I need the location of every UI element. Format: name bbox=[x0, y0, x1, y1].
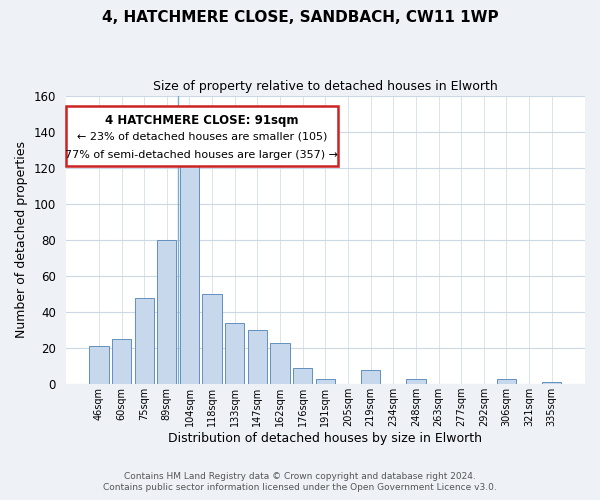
Text: 77% of semi-detached houses are larger (357) →: 77% of semi-detached houses are larger (… bbox=[65, 150, 338, 160]
Bar bbox=[271, 342, 290, 384]
Bar bbox=[497, 379, 516, 384]
X-axis label: Distribution of detached houses by size in Elworth: Distribution of detached houses by size … bbox=[169, 432, 482, 445]
Bar bbox=[89, 346, 109, 384]
Bar bbox=[316, 379, 335, 384]
Bar bbox=[406, 379, 425, 384]
Text: Contains HM Land Registry data © Crown copyright and database right 2024.
Contai: Contains HM Land Registry data © Crown c… bbox=[103, 472, 497, 492]
Y-axis label: Number of detached properties: Number of detached properties bbox=[15, 142, 28, 338]
Text: 4 HATCHMERE CLOSE: 91sqm: 4 HATCHMERE CLOSE: 91sqm bbox=[105, 114, 299, 128]
Bar bbox=[542, 382, 562, 384]
Title: Size of property relative to detached houses in Elworth: Size of property relative to detached ho… bbox=[153, 80, 498, 93]
Bar bbox=[248, 330, 267, 384]
Bar bbox=[361, 370, 380, 384]
Bar bbox=[225, 323, 244, 384]
Text: 4, HATCHMERE CLOSE, SANDBACH, CW11 1WP: 4, HATCHMERE CLOSE, SANDBACH, CW11 1WP bbox=[101, 10, 499, 25]
Bar bbox=[157, 240, 176, 384]
FancyBboxPatch shape bbox=[65, 106, 338, 166]
Bar bbox=[134, 298, 154, 384]
Text: ← 23% of detached houses are smaller (105): ← 23% of detached houses are smaller (10… bbox=[77, 132, 327, 141]
Bar bbox=[112, 339, 131, 384]
Bar bbox=[202, 294, 222, 384]
Bar bbox=[293, 368, 313, 384]
Bar bbox=[180, 157, 199, 384]
